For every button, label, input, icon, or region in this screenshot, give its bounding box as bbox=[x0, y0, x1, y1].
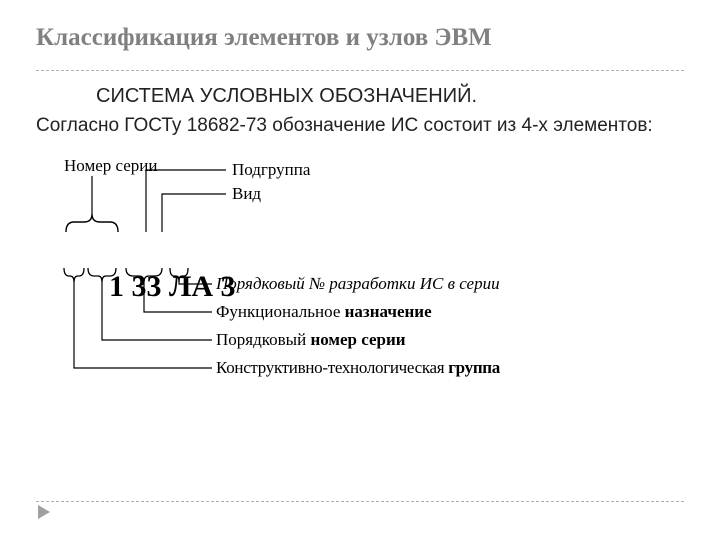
designation-diagram: 1 33 ЛА 3 Номер серии Подгруппа Вид Поря… bbox=[36, 146, 676, 406]
bottom-divider bbox=[36, 501, 684, 502]
diagram-lines bbox=[36, 146, 676, 406]
subtitle: СИСТЕМА УСЛОВНЫХ ОБОЗНАЧЕНИЙ. bbox=[36, 85, 684, 108]
slide-marker-icon bbox=[36, 503, 54, 526]
description: Согласно ГОСТу 18682-73 обозначение ИС с… bbox=[36, 114, 684, 138]
page-title: Классификация элементов и узлов ЭВМ bbox=[36, 24, 684, 52]
top-divider bbox=[36, 70, 684, 71]
